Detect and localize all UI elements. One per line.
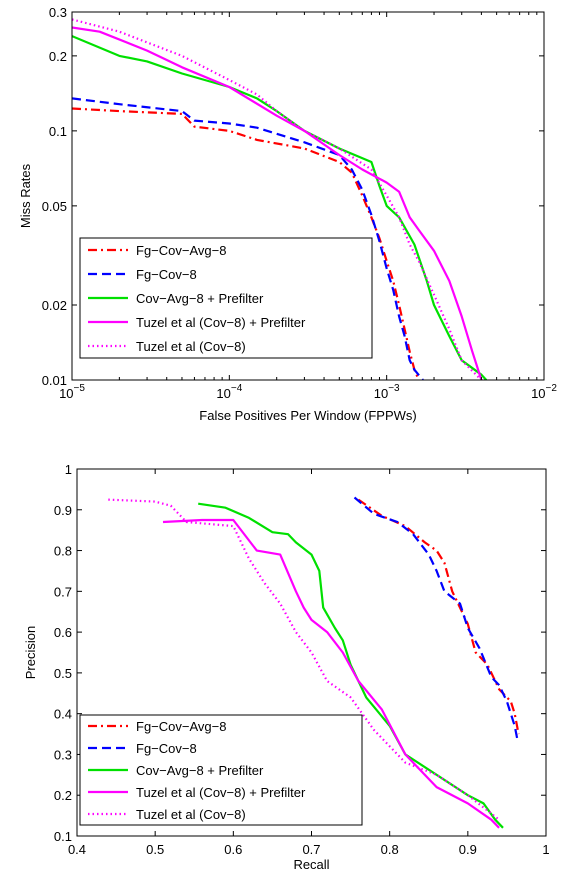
legend-label: Fg−Cov−8: [136, 741, 197, 756]
y-tick-label: 0.02: [42, 298, 67, 313]
y-tick-label: 1: [65, 462, 72, 477]
y-axis-label: Miss Rates: [18, 163, 33, 228]
y-axis-label: Precision: [23, 626, 38, 679]
legend-box: [79, 237, 373, 359]
x-axis-label: False Positives Per Window (FPPWs): [199, 408, 416, 423]
precision-recall-chart: 0.4 0.5 0.6 0.7 0.8 0.9 1 0.1 0.2 0.3 0.4 0.5 0.6 0.7…: [23, 462, 550, 872]
y-tick-label: 0.05: [42, 199, 67, 214]
series-line: [357, 498, 520, 735]
legend-label: Tuzel et al (Cov−8) + Prefilter: [136, 785, 306, 800]
x-tick-label: 0.7: [302, 842, 320, 857]
legend-label: Cov−Avg−8 + Prefilter: [136, 763, 264, 778]
series-line: [353, 496, 519, 739]
y-tick-label: 0.2: [49, 49, 67, 64]
legend-label: Cov−Avg−8 + Prefilter: [136, 291, 264, 306]
y-tick-label: 0.9: [54, 503, 72, 518]
legend: Fg−Cov−Avg−8 Fg−Cov−8 Cov−Avg−8 + Prefilte…: [79, 237, 373, 359]
x-tick-label: 10−5: [59, 383, 85, 401]
series-line: [72, 35, 488, 380]
y-tick-label: 0.3: [54, 747, 72, 762]
legend-label: Fg−Cov−Avg−8: [136, 719, 226, 734]
x-tick-label: 10−4: [216, 383, 242, 401]
x-tick-label: 0.8: [381, 842, 399, 857]
y-tick-label: 0.8: [54, 544, 72, 559]
y-tick-label: 0.1: [49, 124, 67, 139]
y-tick-label: 0.1: [54, 829, 72, 844]
y-tick-label: 0.7: [54, 584, 72, 599]
x-tick-label: 0.4: [68, 842, 86, 857]
series-line: [72, 18, 483, 380]
x-tick-label: 0.5: [146, 842, 164, 857]
x-tick-label: 1: [542, 842, 549, 857]
legend-label: Tuzel et al (Cov−8) + Prefilter: [136, 315, 306, 330]
series-line: [162, 518, 500, 829]
x-tick-label: 0.9: [459, 842, 477, 857]
x-axis-label: Recall: [293, 857, 329, 872]
series-line: [198, 502, 504, 829]
series-line: [72, 107, 420, 380]
y-tick-label: 0.3: [49, 5, 67, 20]
y-tick-label: 0.4: [54, 707, 72, 722]
legend: Fg−Cov−Avg−8 Fg−Cov−8 Cov−Avg−8 + Prefilte…: [79, 714, 363, 826]
legend-label: Tuzel et al (Cov−8): [136, 807, 246, 822]
legend-label: Fg−Cov−Avg−8: [136, 243, 226, 258]
series-line: [72, 97, 424, 380]
x-tick-label: 0.6: [224, 842, 242, 857]
y-tick-label: 0.6: [54, 625, 72, 640]
y-tick-label: 0.01: [42, 373, 67, 388]
legend-label: Tuzel et al (Cov−8): [136, 339, 246, 354]
x-tick-label: 10−2: [531, 383, 557, 401]
plot-frame: [71, 11, 545, 381]
legend-label: Fg−Cov−8: [136, 267, 197, 282]
miss-rate-chart: 10−5 10−4 10−3 10−2 0.01 0.02 0.05 0.1 0.2 0.3 Fa…: [18, 5, 557, 423]
y-tick-label: 0.5: [54, 666, 72, 681]
y-tick-label: 0.2: [54, 788, 72, 803]
series-line: [72, 26, 483, 380]
x-tick-label: 10−3: [374, 383, 400, 401]
